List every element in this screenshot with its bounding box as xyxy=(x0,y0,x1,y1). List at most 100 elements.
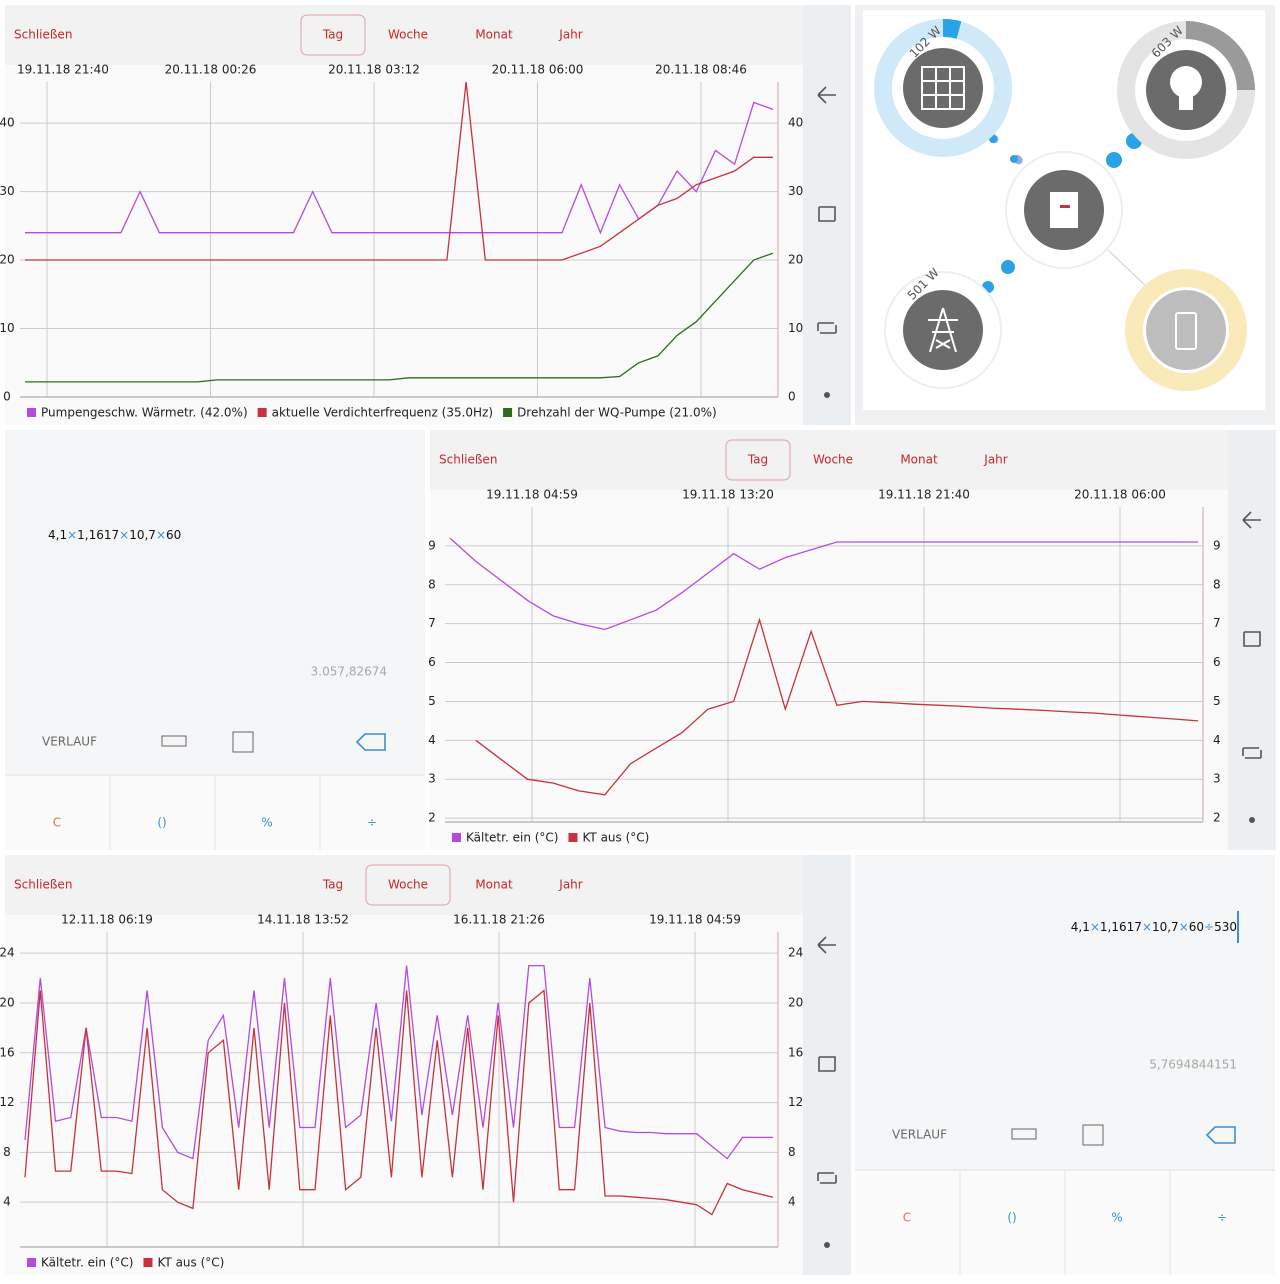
y-tick-label: 0 xyxy=(3,390,11,404)
key[interactable]: ÷ xyxy=(1217,1211,1227,1225)
series-line xyxy=(449,537,1198,631)
unit-icon[interactable] xyxy=(161,735,187,747)
y-tick-label-right: 3 xyxy=(1213,772,1221,786)
x-tick-label: 20.11.18 03:12 xyxy=(328,63,420,77)
period-tab[interactable]: Tag xyxy=(747,453,768,467)
y-tick-label: 20 xyxy=(0,995,15,1009)
inverter-led xyxy=(1060,205,1070,208)
y-tick-label: 4 xyxy=(3,1195,11,1209)
x-tick-label: 14.11.18 13:52 xyxy=(257,913,349,927)
key[interactable]: C xyxy=(53,816,61,830)
y-tick-label: 24 xyxy=(0,946,15,960)
result: 5,7694844151 xyxy=(1149,1058,1237,1072)
recent-button[interactable] xyxy=(1242,747,1262,759)
inverter xyxy=(1050,192,1078,228)
key[interactable]: () xyxy=(1007,1211,1016,1225)
close-button[interactable]: Schließen xyxy=(14,28,72,42)
x-tick-label: 20.11.18 06:00 xyxy=(1074,488,1166,502)
unit-icon[interactable] xyxy=(1011,1128,1037,1140)
legend-swatch xyxy=(452,833,461,842)
nav-bar xyxy=(803,855,851,1275)
y-tick-label: 16 xyxy=(0,1045,15,1059)
history-button[interactable]: VERLAUF xyxy=(42,735,97,749)
y-tick-label: 30 xyxy=(0,184,15,198)
y-tick-label-right: 4 xyxy=(1213,733,1221,747)
expression-token: 530 xyxy=(1214,920,1237,934)
series-line xyxy=(475,617,1199,796)
period-tab[interactable]: Woche xyxy=(388,878,428,892)
home-button[interactable] xyxy=(818,1056,836,1072)
expression-token: 10,7 xyxy=(129,528,156,542)
y-tick-label: 40 xyxy=(0,116,15,130)
y-tick-label: 3 xyxy=(428,772,436,786)
legend-label: Kältetr. ein (°C) xyxy=(466,831,558,845)
y-tick-label-right: 0 xyxy=(788,390,796,404)
key[interactable]: % xyxy=(1111,1211,1122,1225)
expression-token: 10,7 xyxy=(1152,920,1179,934)
legend-label: KT aus (°C) xyxy=(582,831,649,845)
y-tick-label-right: 24 xyxy=(788,946,803,960)
x-tick-label: 20.11.18 06:00 xyxy=(492,63,584,77)
backspace-icon[interactable] xyxy=(1205,1126,1236,1144)
expression-token: × xyxy=(1179,920,1189,934)
period-tab[interactable]: Jahr xyxy=(983,453,1007,467)
backspace-icon[interactable] xyxy=(355,733,386,751)
period-tab[interactable]: Monat xyxy=(475,28,513,42)
key[interactable]: % xyxy=(261,816,272,830)
period-tab[interactable]: Monat xyxy=(475,878,513,892)
y-tick-label-right: 5 xyxy=(1213,694,1221,708)
series-line xyxy=(25,81,773,261)
y-tick-label-right: 7 xyxy=(1213,616,1221,630)
expression-token: × xyxy=(156,528,166,542)
y-tick-label-right: 20 xyxy=(788,253,803,267)
x-tick-label: 19.11.18 13:20 xyxy=(682,488,774,502)
expression-token: × xyxy=(1142,920,1152,934)
battery-icon xyxy=(1146,290,1226,370)
y-tick-label-right: 6 xyxy=(1213,655,1221,669)
nav-dot xyxy=(1249,817,1255,823)
recent-button[interactable] xyxy=(817,1172,837,1184)
history-button[interactable]: VERLAUF xyxy=(892,1128,947,1142)
key[interactable]: C xyxy=(903,1211,911,1225)
key[interactable]: () xyxy=(157,816,166,830)
x-tick-label: 19.11.18 04:59 xyxy=(649,913,741,927)
recent-button[interactable] xyxy=(817,322,837,334)
y-tick-label-right: 8 xyxy=(1213,577,1221,591)
key[interactable]: ÷ xyxy=(367,816,377,830)
period-tab[interactable]: Monat xyxy=(900,453,938,467)
legend-swatch xyxy=(503,408,513,417)
legend-swatch xyxy=(143,1258,153,1267)
bulb-base xyxy=(1179,96,1193,110)
period-tab[interactable]: Woche xyxy=(388,28,428,42)
bulb xyxy=(1170,66,1202,98)
period-tab[interactable]: Tag xyxy=(322,28,343,42)
series-line xyxy=(24,989,774,1216)
active-tab xyxy=(365,864,451,906)
chart-header xyxy=(430,430,1228,490)
back-button[interactable] xyxy=(817,936,836,954)
period-tab[interactable]: Jahr xyxy=(558,878,582,892)
home-button[interactable] xyxy=(1243,631,1261,647)
expression-token: 60 xyxy=(1189,920,1204,934)
close-button[interactable]: Schließen xyxy=(14,878,72,892)
y-tick-label-right: 40 xyxy=(788,116,803,130)
period-tab[interactable]: Woche xyxy=(813,453,853,467)
close-button[interactable]: Schließen xyxy=(439,453,497,467)
home-button[interactable] xyxy=(818,206,836,222)
y-tick-label-right: 16 xyxy=(788,1045,803,1059)
back-button[interactable] xyxy=(817,86,836,104)
series-line xyxy=(25,252,774,383)
period-tab[interactable]: Tag xyxy=(322,878,343,892)
x-tick-label: 12.11.18 06:19 xyxy=(61,913,153,927)
science-icon[interactable] xyxy=(1082,1124,1104,1146)
y-tick-label-right: 4 xyxy=(788,1195,796,1209)
y-tick-label: 6 xyxy=(428,655,436,669)
x-tick-label: 19.11.18 04:59 xyxy=(486,488,578,502)
science-icon[interactable] xyxy=(232,731,254,753)
back-button[interactable] xyxy=(1242,511,1261,529)
y-tick-label: 4 xyxy=(428,733,436,747)
expression-token: 4,1 xyxy=(1071,920,1090,934)
y-tick-label: 10 xyxy=(0,321,15,335)
period-tab[interactable]: Jahr xyxy=(558,28,582,42)
y-tick-label: 2 xyxy=(428,811,436,825)
